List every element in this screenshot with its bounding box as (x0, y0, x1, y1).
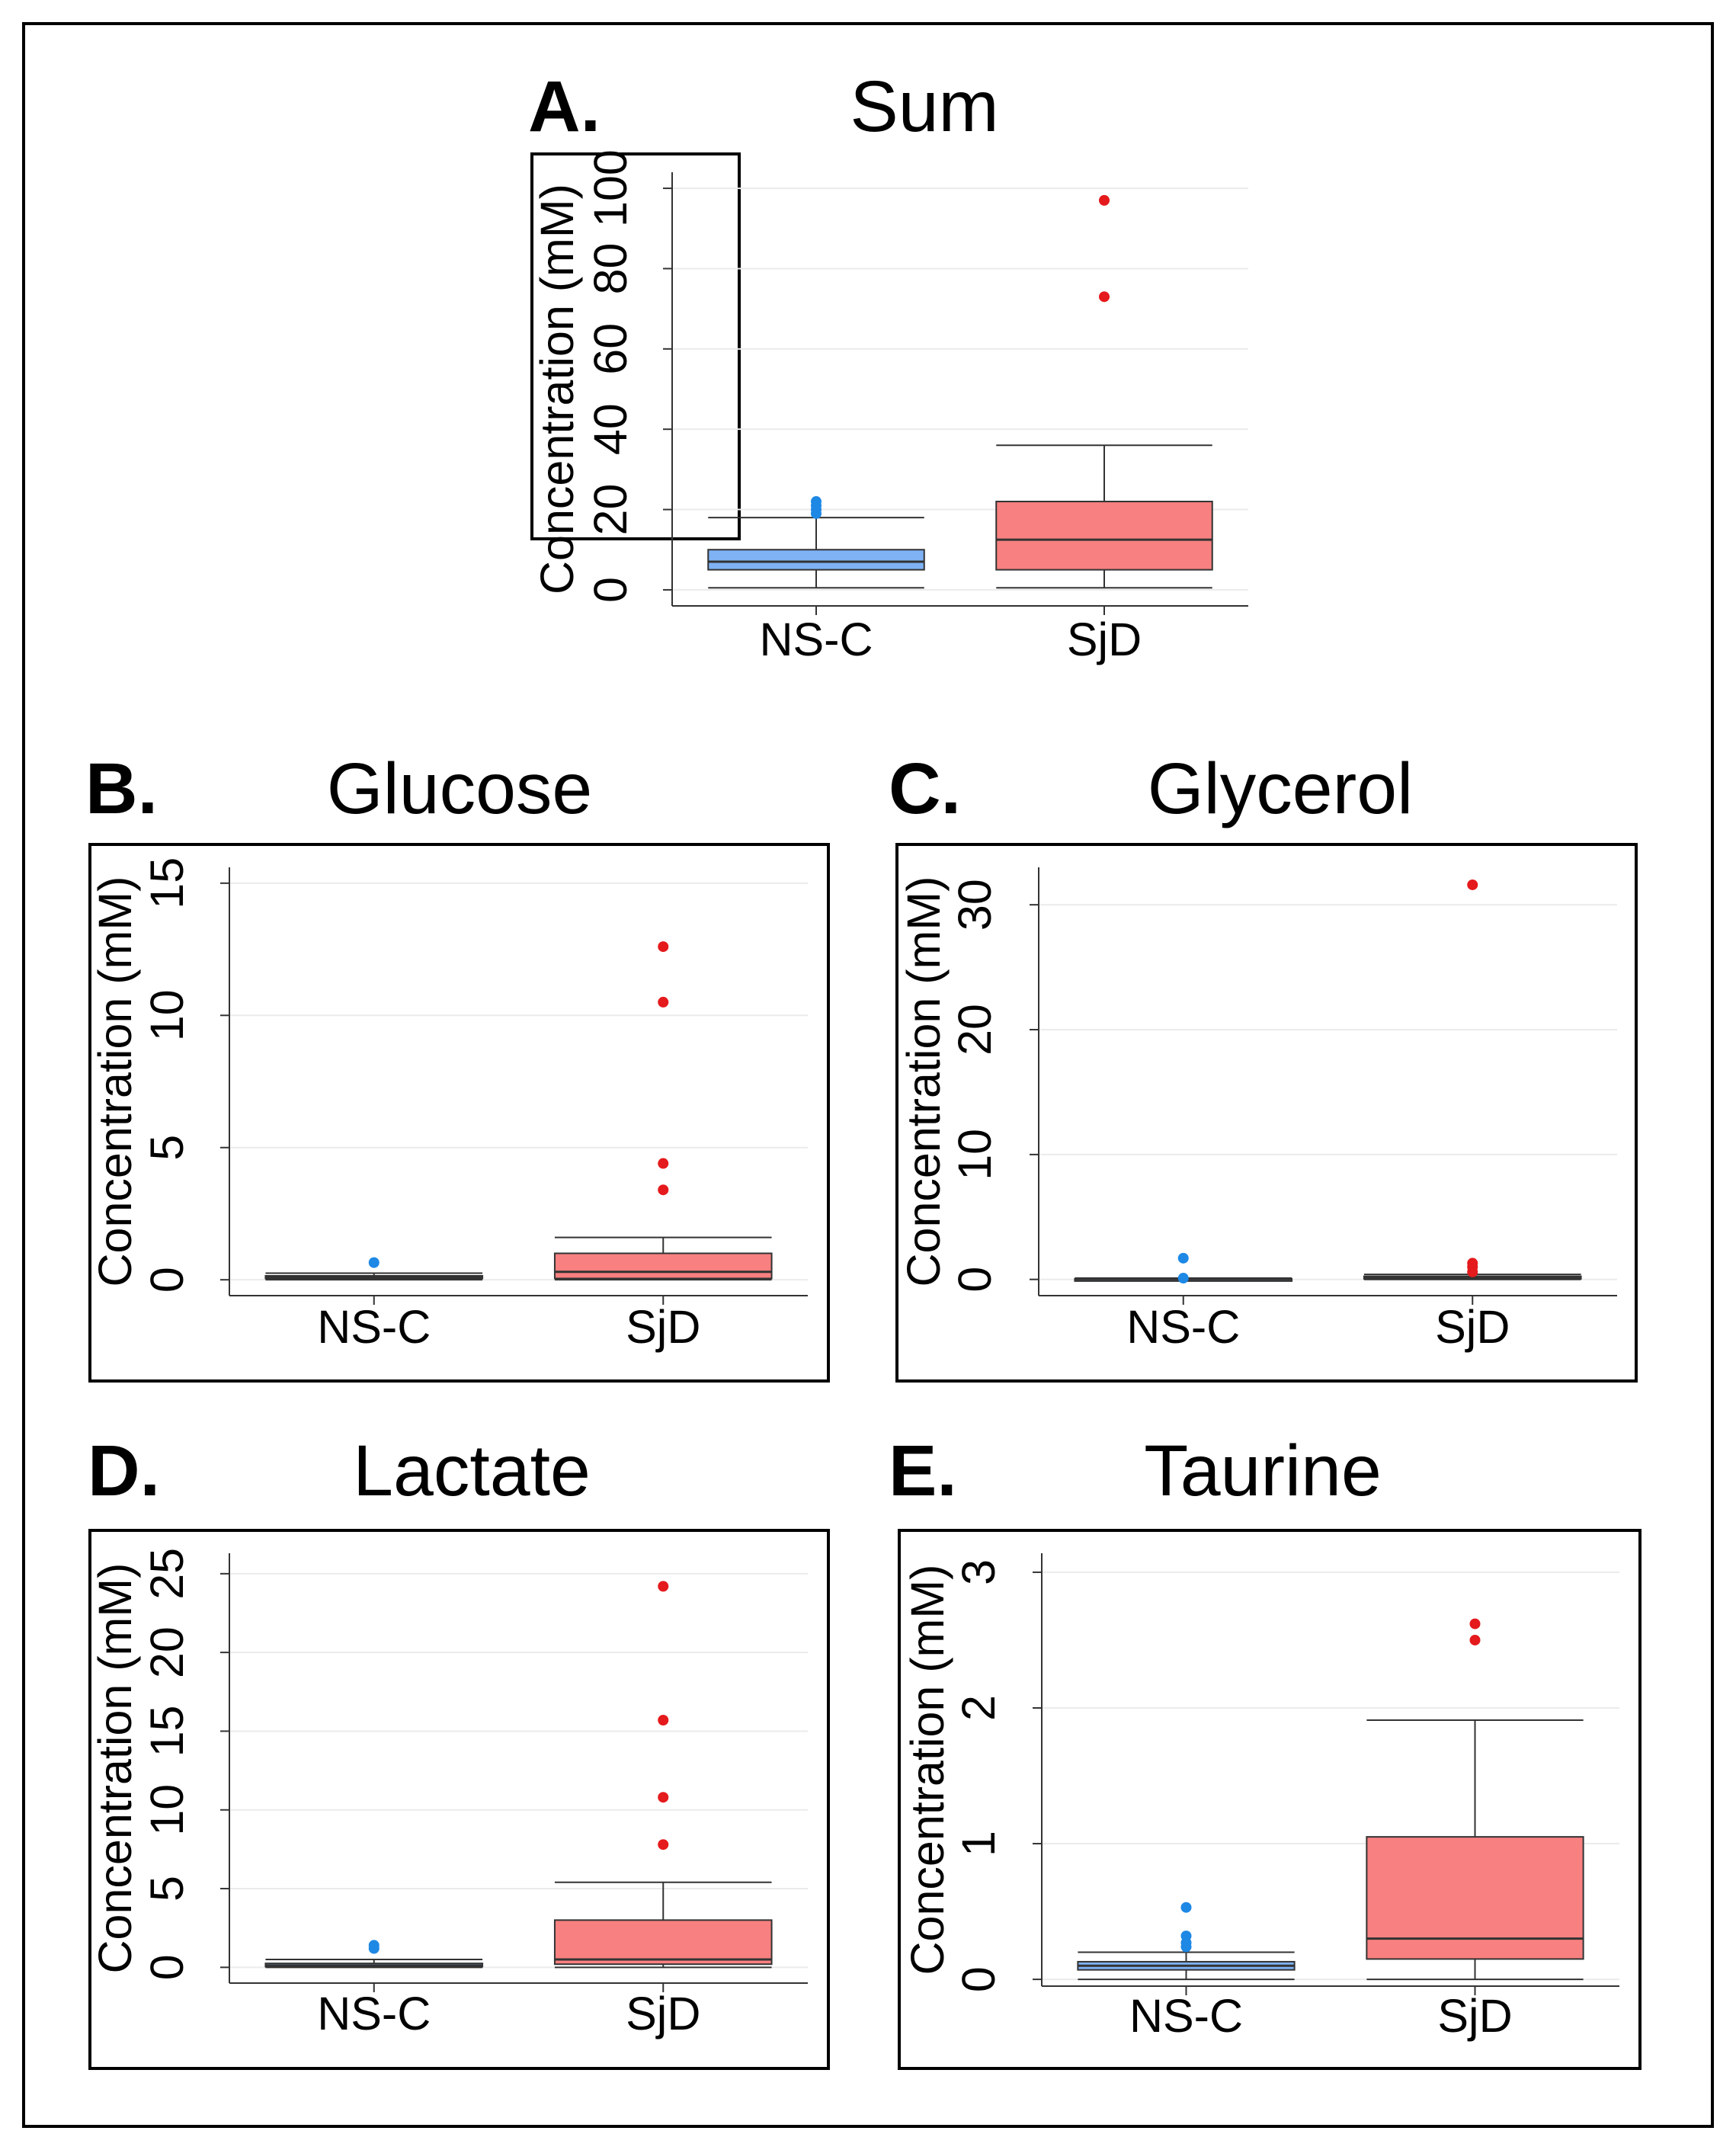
outlier-point (658, 996, 669, 1008)
panel-frame (530, 152, 741, 540)
y-tick-label: 30 (949, 879, 1001, 931)
panel-title: Lactate (353, 1431, 591, 1511)
x-tick-label: SjD (626, 1988, 700, 2039)
box-group-sjd (553, 941, 773, 1281)
outlier-point (1177, 1273, 1189, 1284)
x-tick-label: SjD (1435, 1301, 1510, 1353)
y-tick-label: 0 (141, 1954, 193, 1980)
y-tick-label: 10 (141, 989, 193, 1041)
y-tick-label: 0 (953, 1966, 1004, 1992)
box-group-sjd (995, 194, 1213, 589)
panel-letter: C. (889, 748, 961, 829)
outlier-point (1469, 1618, 1481, 1629)
outlier-point (658, 1792, 669, 1803)
outlier-point (658, 1839, 669, 1850)
outlier-point (658, 1714, 669, 1725)
outlier-point (1469, 1634, 1481, 1645)
outlier-point (1467, 879, 1478, 890)
y-tick-label: 10 (141, 1784, 193, 1836)
y-tick-label: 10 (949, 1129, 1001, 1181)
x-tick-label: SjD (1437, 1990, 1512, 2042)
y-tick-label: 20 (585, 484, 636, 536)
y-tick-label: 100 (585, 149, 636, 227)
outlier-point (811, 496, 822, 508)
panel-title: Sum (850, 66, 998, 147)
y-axis-label: Concentration (mM) (89, 876, 141, 1287)
y-tick-label: 15 (141, 857, 193, 909)
y-axis-label: Concentration (mM) (902, 1565, 953, 1975)
y-tick-label: 0 (585, 577, 636, 603)
y-tick-label: 40 (585, 403, 636, 455)
box-group-sjd (1366, 1618, 1584, 1981)
outlier-point (658, 1158, 669, 1169)
y-axis-label: Concentration (mM) (898, 876, 950, 1287)
y-tick-label: 80 (585, 243, 636, 295)
panel-letter: A. (528, 66, 601, 147)
box-group-nsc (1074, 1252, 1293, 1284)
box-group-sjd (1363, 879, 1582, 1280)
box-group-nsc (264, 1257, 484, 1281)
panel-frame (895, 843, 1638, 1383)
outlier-point (658, 1581, 669, 1592)
box-group-nsc (707, 496, 925, 589)
x-tick-label: NS-C (1126, 1301, 1240, 1353)
panel-frame (898, 1529, 1642, 2070)
panel-title: Glycerol (1148, 748, 1413, 829)
y-axis-label: Concentration (mM) (531, 184, 583, 594)
panel-frame (88, 843, 830, 1383)
iqr-box (707, 549, 925, 571)
panel-frame (88, 1529, 830, 2070)
outlier-point (368, 1940, 380, 1951)
outlier-point (1099, 291, 1110, 303)
iqr-box (553, 1919, 773, 1966)
y-tick-label: 5 (141, 1876, 193, 1902)
outlier-point (1177, 1252, 1189, 1264)
y-tick-label: 25 (141, 1548, 193, 1600)
y-tick-label: 3 (953, 1559, 1004, 1585)
panel-title: Taurine (1144, 1431, 1382, 1511)
outlier-point (1180, 1931, 1192, 1942)
y-tick-label: 20 (141, 1626, 193, 1678)
panel-letter: E. (889, 1431, 957, 1511)
outlier-point (1099, 194, 1110, 206)
outlier-point (658, 941, 669, 953)
y-tick-label: 0 (141, 1267, 193, 1293)
iqr-box (1366, 1836, 1584, 1960)
panel-title: Glucose (327, 748, 593, 829)
outlier-point (368, 1257, 380, 1268)
y-tick-label: 20 (949, 1004, 1001, 1056)
box-group-sjd (553, 1581, 773, 1969)
iqr-box (995, 501, 1213, 571)
y-tick-label: 1 (953, 1831, 1004, 1857)
x-tick-label: SjD (626, 1301, 700, 1353)
x-tick-label: NS-C (1129, 1990, 1243, 2042)
y-tick-label: 60 (585, 323, 636, 375)
y-axis-label: Concentration (mM) (89, 1563, 141, 1974)
x-tick-label: NS-C (317, 1988, 431, 2039)
outlier-point (1180, 1902, 1192, 1913)
y-tick-label: 5 (141, 1135, 193, 1161)
panel-letter: D. (88, 1431, 160, 1511)
outlier-point (1467, 1258, 1478, 1269)
iqr-box (553, 1252, 773, 1280)
y-tick-label: 2 (953, 1695, 1004, 1721)
x-tick-label: NS-C (317, 1301, 431, 1353)
panel-letter: B. (85, 748, 158, 829)
box-group-nsc (1077, 1902, 1296, 1981)
box-group-nsc (264, 1940, 484, 1969)
x-tick-label: SjD (1067, 614, 1142, 665)
y-tick-label: 0 (949, 1267, 1001, 1293)
outlier-point (658, 1184, 669, 1196)
x-tick-label: NS-C (759, 614, 873, 665)
y-tick-label: 15 (141, 1706, 193, 1757)
